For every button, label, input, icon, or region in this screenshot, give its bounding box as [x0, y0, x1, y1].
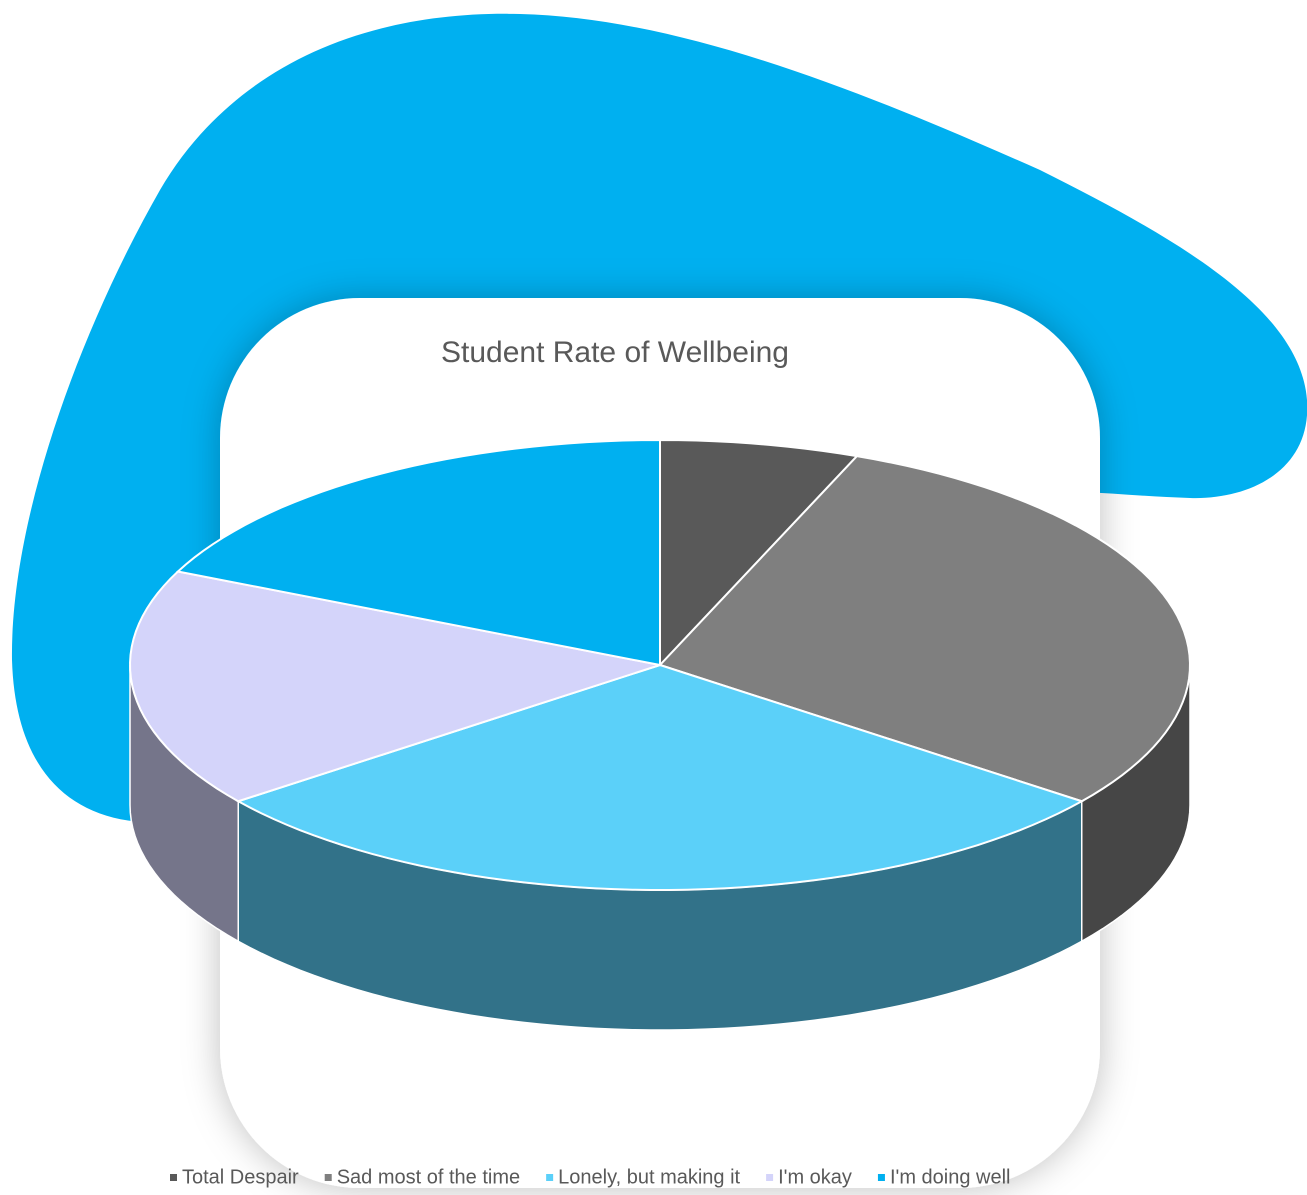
legend-swatch	[324, 1174, 332, 1181]
legend-swatch	[546, 1174, 554, 1181]
pie-slice	[129, 570, 661, 803]
chart-title: Student Rate of Wellbeing	[441, 336, 789, 369]
legend-label: I'm okay	[778, 1166, 852, 1188]
legend-swatch	[170, 1174, 177, 1181]
legend-swatch	[877, 1174, 885, 1181]
pie-slice	[175, 438, 661, 667]
legend-label: Sad most of the time	[337, 1166, 520, 1188]
pie-slice	[235, 663, 1085, 891]
legend: Total Despair Sad most of the time Lonely,…	[170, 1166, 1010, 1188]
pie-slice	[658, 455, 1191, 803]
legend-label: Lonely, but making it	[558, 1166, 740, 1188]
legend-swatch	[766, 1174, 774, 1181]
pie-slice	[659, 438, 860, 668]
pie	[129, 438, 1191, 1031]
legend-label: I'm doing well	[890, 1166, 1011, 1188]
legend-label: Total Despair	[182, 1166, 299, 1188]
